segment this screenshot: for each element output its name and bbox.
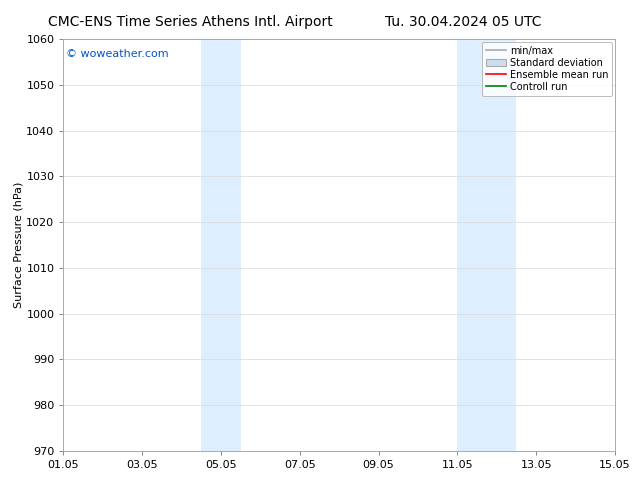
- Text: © woweather.com: © woweather.com: [66, 49, 169, 59]
- Text: CMC-ENS Time Series Athens Intl. Airport: CMC-ENS Time Series Athens Intl. Airport: [48, 15, 333, 29]
- Y-axis label: Surface Pressure (hPa): Surface Pressure (hPa): [13, 182, 23, 308]
- Bar: [202, 39, 241, 451]
- Text: Tu. 30.04.2024 05 UTC: Tu. 30.04.2024 05 UTC: [385, 15, 541, 29]
- Bar: [457, 39, 517, 451]
- Legend: min/max, Standard deviation, Ensemble mean run, Controll run: min/max, Standard deviation, Ensemble me…: [482, 42, 612, 96]
